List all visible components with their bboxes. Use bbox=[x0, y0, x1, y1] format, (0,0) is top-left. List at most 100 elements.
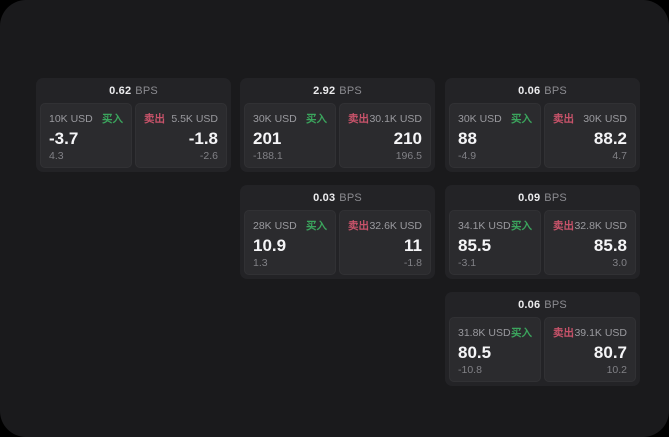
buy-tile[interactable]: 10K USD 买入 -3.7 4.3 bbox=[40, 103, 132, 168]
spread-value: 0.06 bbox=[518, 84, 541, 97]
buy-delta: 4.3 bbox=[49, 149, 64, 162]
spread-value: 0.09 bbox=[518, 191, 541, 204]
sell-label: 卖出 bbox=[553, 327, 574, 339]
buy-delta: -188.1 bbox=[253, 149, 283, 162]
quote-tiles: 30K USD 买入 88 -4.9 卖出 30K USD 88.2 4.7 bbox=[445, 103, 640, 168]
buy-price: 88 bbox=[458, 128, 477, 148]
buy-price: -3.7 bbox=[49, 128, 79, 148]
buy-delta: -10.8 bbox=[458, 363, 482, 376]
sell-delta: 196.5 bbox=[395, 149, 422, 162]
buy-price: 80.5 bbox=[458, 342, 492, 362]
quote-card: 0.03 BPS 28K USD 买入 10.9 1.3 卖出 32.6K US… bbox=[240, 185, 435, 279]
buy-tile-header: 30K USD 买入 bbox=[458, 111, 532, 126]
sell-amount: 30.1K USD bbox=[369, 112, 422, 125]
quote-tiles: 31.8K USD 买入 80.5 -10.8 卖出 39.1K USD 80.… bbox=[445, 317, 640, 382]
sell-price: 210 bbox=[393, 128, 422, 148]
spread-value: 0.06 bbox=[518, 298, 541, 311]
buy-delta: -4.9 bbox=[458, 149, 477, 162]
buy-label: 买入 bbox=[306, 113, 327, 125]
buy-tile-header: 34.1K USD 买入 bbox=[458, 218, 532, 233]
buy-amount: 28K USD bbox=[253, 219, 297, 232]
sell-label: 卖出 bbox=[553, 113, 574, 125]
buy-tile[interactable]: 31.8K USD 买入 80.5 -10.8 bbox=[449, 317, 541, 382]
spread-unit-label: BPS bbox=[135, 84, 158, 97]
buy-delta: 1.3 bbox=[253, 256, 268, 269]
spread-header: 0.09 BPS bbox=[445, 185, 640, 210]
sell-tile-header: 卖出 5.5K USD bbox=[144, 111, 218, 126]
sell-amount: 39.1K USD bbox=[574, 326, 627, 339]
spread-unit-label: BPS bbox=[544, 191, 567, 204]
sell-tile[interactable]: 卖出 32.6K USD 11 -1.8 bbox=[339, 210, 431, 275]
quote-tiles: 10K USD 买入 -3.7 4.3 卖出 5.5K USD -1.8 -2.… bbox=[36, 103, 231, 168]
sell-delta: 10.2 bbox=[606, 363, 627, 376]
buy-label: 买入 bbox=[102, 113, 123, 125]
buy-label: 买入 bbox=[511, 327, 532, 339]
sell-price: 88.2 bbox=[593, 128, 627, 148]
buy-label: 买入 bbox=[306, 220, 327, 232]
sell-tile-header: 卖出 32.8K USD bbox=[553, 218, 627, 233]
sell-amount: 32.6K USD bbox=[369, 219, 422, 232]
quote-tiles: 30K USD 买入 201 -188.1 卖出 30.1K USD 210 1… bbox=[240, 103, 435, 168]
buy-delta: -3.1 bbox=[458, 256, 477, 269]
spread-header: 0.06 BPS bbox=[445, 78, 640, 103]
sell-price: -1.8 bbox=[188, 128, 218, 148]
quote-card: 0.06 BPS 31.8K USD 买入 80.5 -10.8 卖出 39.1… bbox=[445, 292, 640, 386]
sell-tile-header: 卖出 39.1K USD bbox=[553, 325, 627, 340]
buy-tile-header: 10K USD 买入 bbox=[49, 111, 123, 126]
buy-tile-header: 31.8K USD 买入 bbox=[458, 325, 532, 340]
sell-delta: -1.8 bbox=[403, 256, 422, 269]
quote-card: 0.06 BPS 30K USD 买入 88 -4.9 卖出 30K USD 8… bbox=[445, 78, 640, 172]
spread-unit-label: BPS bbox=[339, 84, 362, 97]
buy-tile[interactable]: 34.1K USD 买入 85.5 -3.1 bbox=[449, 210, 541, 275]
buy-price: 85.5 bbox=[458, 235, 492, 255]
sell-price: 80.7 bbox=[593, 342, 627, 362]
spread-value: 0.03 bbox=[313, 191, 336, 204]
sell-label: 卖出 bbox=[144, 113, 165, 125]
buy-amount: 34.1K USD bbox=[458, 219, 511, 232]
sell-tile-header: 卖出 30.1K USD bbox=[348, 111, 422, 126]
sell-delta: 4.7 bbox=[612, 149, 627, 162]
sell-amount: 32.8K USD bbox=[574, 219, 627, 232]
quote-tiles: 34.1K USD 买入 85.5 -3.1 卖出 32.8K USD 85.8… bbox=[445, 210, 640, 275]
buy-label: 买入 bbox=[511, 113, 532, 125]
sell-tile[interactable]: 卖出 39.1K USD 80.7 10.2 bbox=[544, 317, 636, 382]
sell-tile[interactable]: 卖出 5.5K USD -1.8 -2.6 bbox=[135, 103, 227, 168]
sell-label: 卖出 bbox=[348, 220, 369, 232]
sell-label: 卖出 bbox=[553, 220, 574, 232]
buy-amount: 31.8K USD bbox=[458, 326, 511, 339]
buy-tile-header: 28K USD 买入 bbox=[253, 218, 327, 233]
sell-amount: 30K USD bbox=[583, 112, 627, 125]
spread-header: 2.92 BPS bbox=[240, 78, 435, 103]
buy-amount: 30K USD bbox=[458, 112, 502, 125]
sell-tile[interactable]: 卖出 32.8K USD 85.8 3.0 bbox=[544, 210, 636, 275]
quote-card: 0.62 BPS 10K USD 买入 -3.7 4.3 卖出 5.5K USD… bbox=[36, 78, 231, 172]
spread-unit-label: BPS bbox=[544, 84, 567, 97]
sell-tile-header: 卖出 30K USD bbox=[553, 111, 627, 126]
spread-header: 0.62 BPS bbox=[36, 78, 231, 103]
spread-header: 0.03 BPS bbox=[240, 185, 435, 210]
sell-delta: -2.6 bbox=[199, 149, 218, 162]
buy-tile[interactable]: 30K USD 买入 88 -4.9 bbox=[449, 103, 541, 168]
sell-price: 85.8 bbox=[593, 235, 627, 255]
buy-tile[interactable]: 28K USD 买入 10.9 1.3 bbox=[244, 210, 336, 275]
buy-label: 买入 bbox=[511, 220, 532, 232]
quote-tiles: 28K USD 买入 10.9 1.3 卖出 32.6K USD 11 -1.8 bbox=[240, 210, 435, 275]
spread-unit-label: BPS bbox=[339, 191, 362, 204]
spread-value: 0.62 bbox=[109, 84, 132, 97]
sell-amount: 5.5K USD bbox=[171, 112, 218, 125]
sell-price: 11 bbox=[404, 235, 422, 255]
buy-price: 201 bbox=[253, 128, 282, 148]
buy-tile[interactable]: 30K USD 买入 201 -188.1 bbox=[244, 103, 336, 168]
spread-header: 0.06 BPS bbox=[445, 292, 640, 317]
sell-tile[interactable]: 卖出 30.1K USD 210 196.5 bbox=[339, 103, 431, 168]
quote-card: 2.92 BPS 30K USD 买入 201 -188.1 卖出 30.1K … bbox=[240, 78, 435, 172]
buy-amount: 30K USD bbox=[253, 112, 297, 125]
buy-amount: 10K USD bbox=[49, 112, 93, 125]
sell-tile-header: 卖出 32.6K USD bbox=[348, 218, 422, 233]
quote-card: 0.09 BPS 34.1K USD 买入 85.5 -3.1 卖出 32.8K… bbox=[445, 185, 640, 279]
spread-value: 2.92 bbox=[313, 84, 336, 97]
spread-unit-label: BPS bbox=[544, 298, 567, 311]
buy-tile-header: 30K USD 买入 bbox=[253, 111, 327, 126]
sell-tile[interactable]: 卖出 30K USD 88.2 4.7 bbox=[544, 103, 636, 168]
